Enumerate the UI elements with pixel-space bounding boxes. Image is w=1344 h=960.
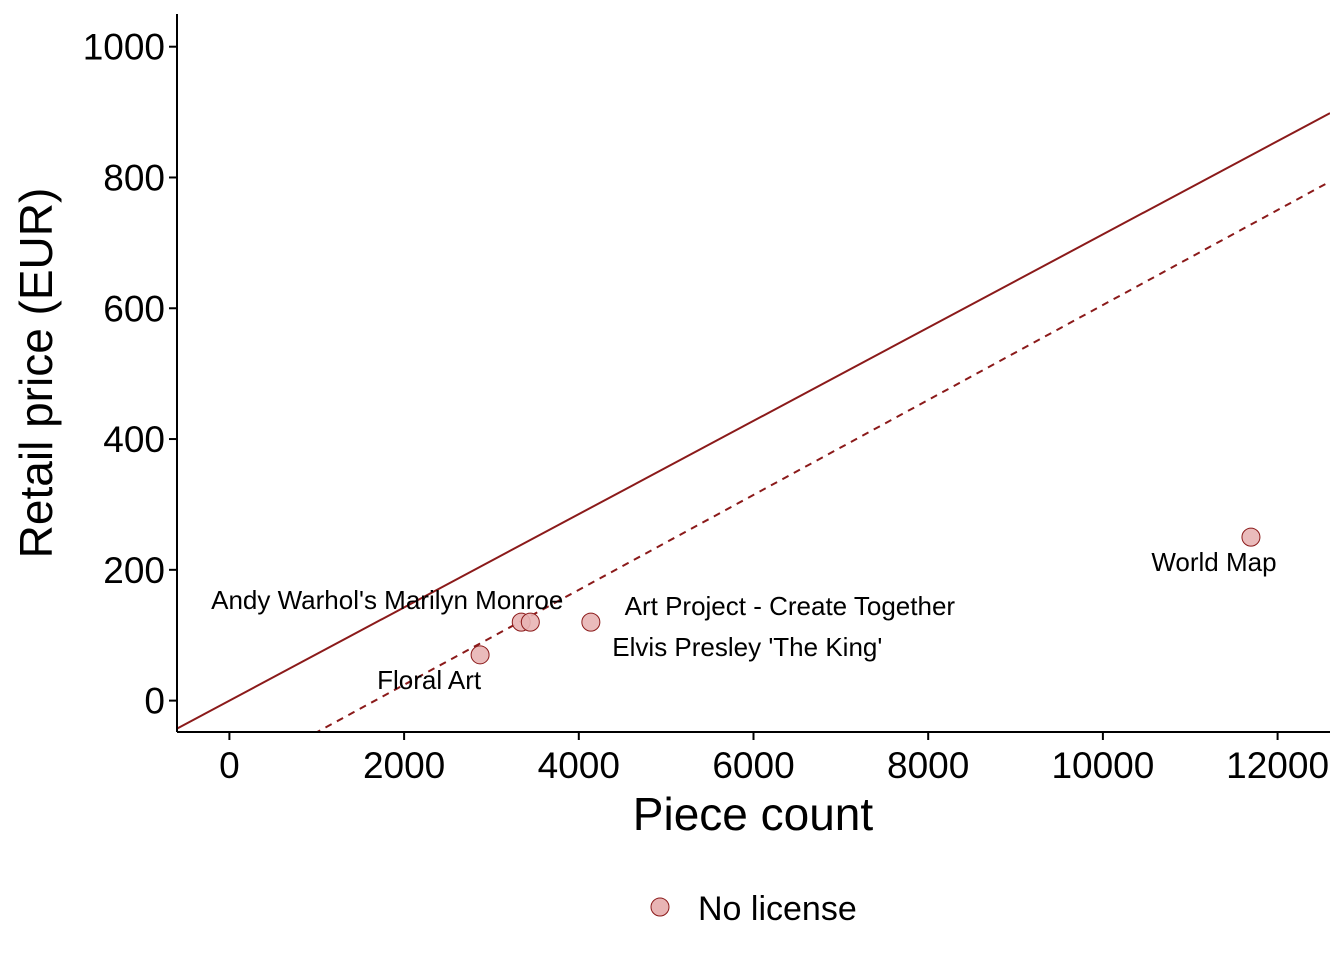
y-tick-label: 600 bbox=[103, 288, 165, 329]
x-tick-label: 0 bbox=[219, 745, 240, 786]
legend: No license bbox=[650, 890, 857, 928]
y-tick-label: 200 bbox=[103, 550, 165, 591]
point-label: Floral Art bbox=[377, 665, 482, 695]
x-axis-ticks: 0 2000 4000 6000 8000 10000 12000 bbox=[219, 732, 1329, 786]
x-axis-title: Piece count bbox=[633, 788, 874, 840]
x-tick-label: 12000 bbox=[1226, 745, 1329, 786]
dashed-reference-line bbox=[315, 180, 1330, 732]
data-points bbox=[470, 527, 1261, 665]
point-label: Andy Warhol's Marilyn Monroe bbox=[211, 585, 563, 615]
y-tick-label: 0 bbox=[144, 681, 165, 722]
x-tick-label: 8000 bbox=[887, 745, 969, 786]
legend-label: No license bbox=[698, 890, 857, 928]
x-tick-label: 4000 bbox=[538, 745, 620, 786]
y-tick-label: 1000 bbox=[83, 27, 165, 68]
point-label: Elvis Presley 'The King' bbox=[612, 632, 882, 662]
x-tick-label: 10000 bbox=[1051, 745, 1154, 786]
y-tick-label: 800 bbox=[103, 157, 165, 198]
data-point bbox=[520, 612, 540, 632]
x-tick-label: 6000 bbox=[712, 745, 794, 786]
reference-lines bbox=[177, 112, 1330, 732]
data-point bbox=[470, 645, 490, 665]
point-label: Art Project - Create Together bbox=[625, 591, 956, 621]
data-point bbox=[1241, 527, 1261, 547]
solid-reference-line bbox=[177, 112, 1330, 730]
legend-marker bbox=[650, 897, 670, 917]
y-tick-label: 400 bbox=[103, 419, 165, 460]
x-tick-label: 2000 bbox=[363, 745, 445, 786]
y-axis-ticks: 0 200 400 600 800 1000 bbox=[83, 27, 177, 722]
data-point bbox=[581, 612, 601, 632]
y-axis-title: Retail price (EUR) bbox=[10, 188, 62, 559]
axes bbox=[176, 14, 1330, 733]
point-label: World Map bbox=[1151, 547, 1276, 577]
point-labels: Andy Warhol's Marilyn Monroe Elvis Presle… bbox=[211, 547, 1276, 695]
